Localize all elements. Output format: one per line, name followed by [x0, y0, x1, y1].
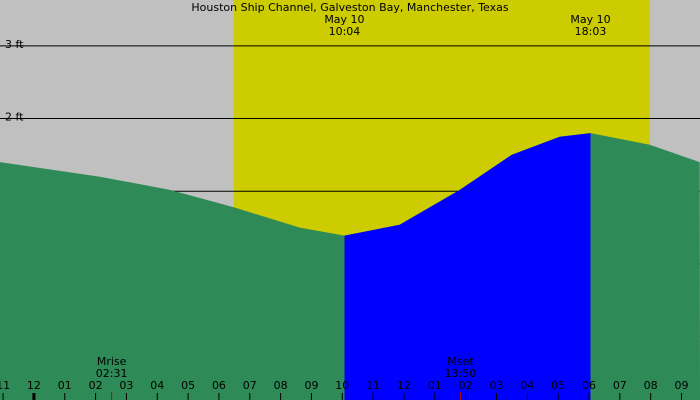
x-tick-label: 02 [459, 379, 473, 392]
x-tick-label: 08 [644, 379, 658, 392]
x-tick-label: 03 [119, 379, 133, 392]
x-tick-label: 01 [58, 379, 72, 392]
x-tick-label: 05 [551, 379, 565, 392]
chart-title: Houston Ship Channel, Galveston Bay, Man… [191, 1, 508, 14]
moon-label: Mset [447, 355, 474, 368]
x-tick-label: 03 [489, 379, 503, 392]
tide-date: May 10 [324, 13, 364, 26]
x-tick-label: 02 [89, 379, 103, 392]
x-tick-label: 01 [428, 379, 442, 392]
tide-time: 18:03 [575, 25, 607, 38]
x-tick-label: 12 [27, 379, 41, 392]
x-tick-label: 05 [181, 379, 195, 392]
x-tick-label: 12 [397, 379, 411, 392]
x-tick-label: 04 [150, 379, 164, 392]
x-tick-label: 07 [243, 379, 257, 392]
x-tick-label: 04 [520, 379, 534, 392]
x-tick-label: 06 [212, 379, 226, 392]
x-tick-label: 07 [613, 379, 627, 392]
y-tick-label: 2 ft [5, 111, 24, 124]
x-tick-label: 10 [335, 379, 349, 392]
flood-area [344, 133, 591, 400]
tide-time: 10:04 [329, 25, 361, 38]
y-tick-label: 3 ft [5, 38, 24, 51]
tide-date: May 10 [570, 13, 610, 26]
x-tick-label: 08 [274, 379, 288, 392]
x-tick-label: 09 [304, 379, 318, 392]
moon-time: 13:50 [445, 367, 477, 380]
moon-time: 02:31 [96, 367, 128, 380]
x-tick-label: 09 [674, 379, 688, 392]
x-tick-label: 11 [366, 379, 380, 392]
x-tick-label: 11 [0, 379, 10, 392]
x-tick-label: 06 [582, 379, 596, 392]
moon-label: Mrise [97, 355, 127, 368]
